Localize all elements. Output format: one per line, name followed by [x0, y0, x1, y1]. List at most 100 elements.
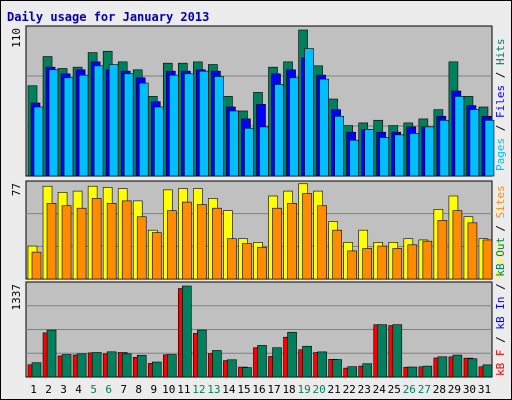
legend-entry-kb-out: kB Out — [494, 237, 507, 277]
bar-sites-day-31 — [482, 239, 493, 280]
legend-text: Visits / Sites — [494, 185, 507, 278]
legend-entry-hits: Hits — [494, 39, 507, 66]
x-tick-label: 5 — [90, 383, 97, 396]
bar-sites-day-3 — [61, 205, 72, 280]
bar-sites-day-9 — [151, 232, 162, 280]
legend-separator: / — [494, 65, 507, 85]
bar-pages-day-30 — [469, 109, 480, 177]
x-tick-label: 24 — [373, 383, 387, 396]
bar-pages-day-5 — [93, 65, 104, 177]
bar-pages-day-7 — [123, 73, 134, 177]
bar-pages-day-12 — [199, 70, 209, 177]
x-tick-label: 22 — [343, 383, 356, 396]
bar-sites-day-26 — [407, 244, 418, 280]
bar-pages-day-23 — [364, 129, 375, 177]
bar-sites-day-15 — [242, 243, 252, 280]
legend-entry-kb-in: kB In — [494, 297, 507, 330]
bar-kb-out-day-7 — [121, 353, 132, 378]
bar-pages-day-6 — [108, 64, 119, 177]
x-tick-label: 15 — [237, 383, 250, 396]
bar-kb-out-day-23 — [362, 363, 373, 378]
bar-sites-day-25 — [392, 248, 403, 280]
bar-sites-day-13 — [212, 207, 222, 280]
legend-separator: / — [494, 330, 507, 350]
legend-1: Pages / Files / Hits — [494, 39, 507, 172]
legend-separator: / — [494, 118, 507, 138]
x-tick-label: 8 — [135, 383, 142, 396]
y-tick-label: 77 — [10, 183, 23, 196]
bar-sites-day-20 — [317, 205, 327, 280]
bar-kb-out-day-4 — [76, 353, 87, 378]
bar-sites-day-6 — [106, 203, 117, 280]
y-tick-label: 110 — [10, 28, 23, 48]
bar-sites-day-1 — [31, 251, 42, 280]
bar-kb-out-day-27 — [422, 365, 433, 378]
bar-sites-day-22 — [347, 250, 357, 280]
y-tick-label: 1337 — [10, 284, 23, 311]
bar-kb-out-day-26 — [407, 366, 418, 378]
bar-pages-day-1 — [33, 106, 44, 177]
bar-sites-day-29 — [452, 210, 463, 280]
bar-kb-out-day-14 — [227, 359, 237, 378]
bar-sites-day-11 — [182, 201, 192, 280]
bar-kb-out-day-15 — [242, 367, 252, 378]
bar-pages-day-17 — [274, 84, 284, 177]
bar-pages-day-28 — [439, 119, 450, 177]
bar-kb-out-day-6 — [106, 351, 117, 378]
chart-title: Daily usage for January 2013 — [7, 10, 209, 24]
bar-sites-day-27 — [422, 240, 433, 280]
bar-sites-day-12 — [197, 204, 207, 280]
bar-pages-day-29 — [454, 96, 465, 177]
panel-3: 1337 — [10, 281, 493, 378]
x-tick-label: 6 — [105, 383, 112, 396]
x-tick-label: 3 — [60, 383, 67, 396]
bar-kb-out-day-31 — [482, 364, 493, 378]
bar-pages-day-27 — [424, 126, 435, 177]
bar-pages-day-16 — [259, 126, 269, 177]
bar-sites-day-8 — [136, 216, 147, 280]
bar-pages-day-24 — [379, 137, 390, 177]
x-tick-label: 10 — [162, 383, 175, 396]
bar-sites-day-18 — [287, 203, 297, 280]
bar-kb-out-day-13 — [212, 350, 222, 378]
x-tick-label: 2 — [45, 383, 52, 396]
x-tick-label: 30 — [463, 383, 476, 396]
bar-pages-day-18 — [289, 77, 299, 177]
bar-pages-day-15 — [244, 127, 254, 177]
panel-2: 77 — [10, 180, 493, 280]
bar-pages-day-2 — [48, 69, 59, 177]
x-tick-label: 19 — [297, 383, 310, 396]
bar-kb-out-day-10 — [166, 354, 177, 378]
legend-entry-pages: Pages — [494, 138, 507, 171]
x-tick-label: 21 — [328, 383, 341, 396]
bar-kb-out-day-22 — [347, 366, 357, 378]
bar-kb-out-day-9 — [151, 361, 162, 378]
bar-kb-out-day-1 — [31, 362, 42, 378]
bar-pages-day-3 — [63, 77, 74, 177]
x-tick-label: 25 — [388, 383, 401, 396]
bar-kb-out-day-21 — [332, 359, 342, 378]
legend-3: kB F / kB In / kB Out — [494, 237, 507, 376]
bar-pages-day-22 — [349, 139, 359, 177]
x-tick-label: 17 — [267, 383, 280, 396]
bar-kb-out-day-28 — [437, 356, 448, 378]
legend-entry-sites: Sites — [494, 185, 507, 218]
legend-separator: / — [494, 218, 507, 238]
bar-pages-day-8 — [138, 82, 149, 177]
bar-sites-day-24 — [377, 245, 388, 280]
bar-sites-day-30 — [467, 222, 478, 280]
legend-2: Visits / Sites — [494, 185, 507, 278]
bar-sites-day-7 — [121, 200, 132, 280]
bar-pages-day-4 — [78, 74, 89, 177]
bar-sites-day-4 — [76, 207, 87, 280]
bar-kb-out-day-20 — [317, 351, 327, 378]
bar-pages-day-21 — [334, 115, 344, 177]
bar-kb-out-day-19 — [302, 345, 312, 378]
x-tick-label: 20 — [313, 383, 326, 396]
bar-pages-day-10 — [168, 74, 179, 177]
x-tick-label: 29 — [448, 383, 461, 396]
bar-kb-out-day-8 — [136, 354, 147, 378]
x-tick-label: 11 — [177, 383, 190, 396]
